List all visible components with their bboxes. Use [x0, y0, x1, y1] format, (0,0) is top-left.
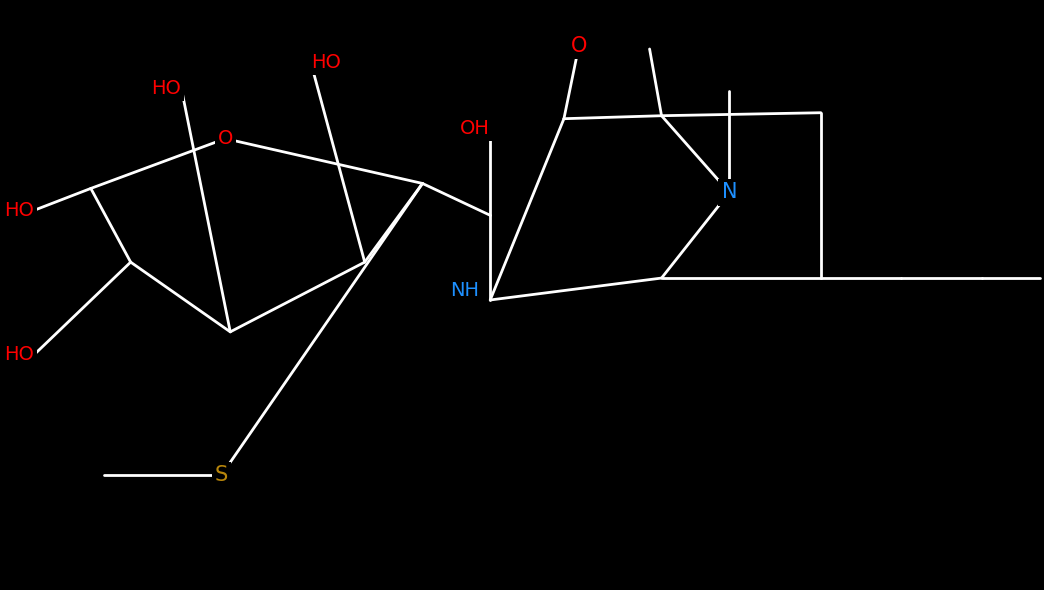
Text: O: O: [571, 36, 587, 56]
Text: HO: HO: [151, 79, 182, 99]
Text: O: O: [217, 129, 233, 148]
Text: HO: HO: [4, 345, 34, 364]
Text: HO: HO: [4, 201, 34, 220]
Text: HO: HO: [311, 54, 340, 73]
Text: S: S: [215, 466, 228, 486]
Text: NH: NH: [450, 280, 479, 300]
Text: N: N: [721, 182, 737, 202]
Text: OH: OH: [460, 119, 491, 138]
